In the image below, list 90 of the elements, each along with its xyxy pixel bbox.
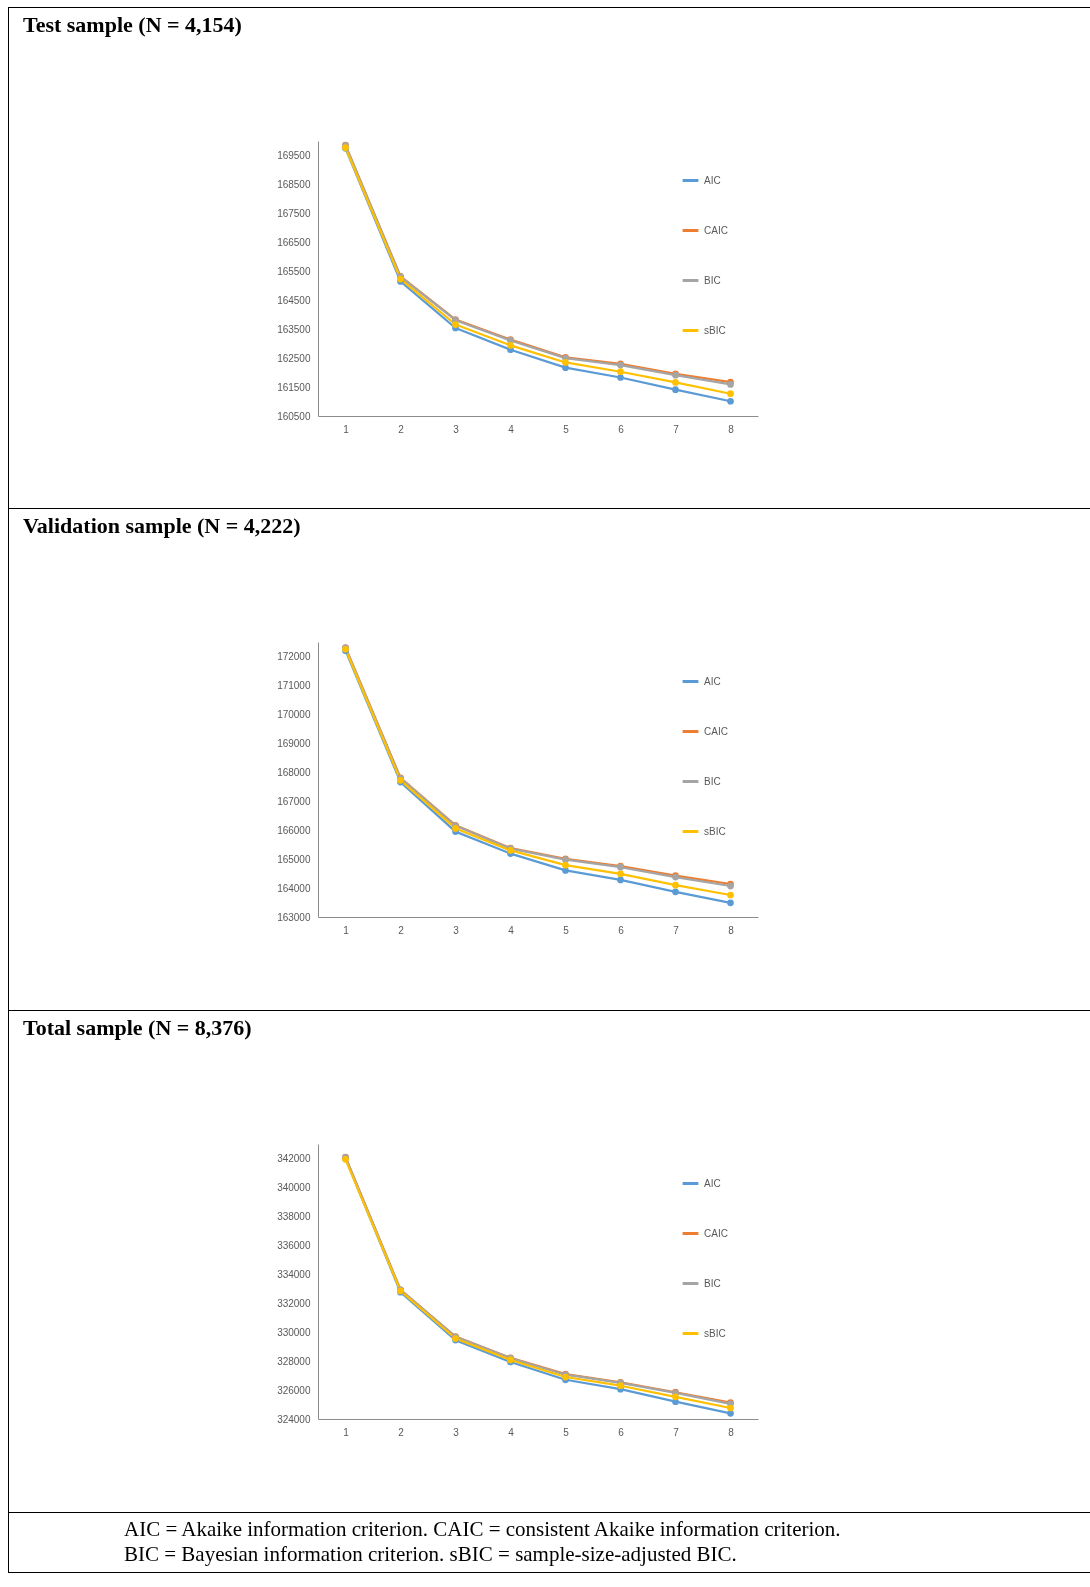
text: Test sample (N = 4,154) <box>23 12 242 38</box>
legend-label: sBIC <box>704 324 726 336</box>
point <box>727 1404 734 1412</box>
y-tick-label: 168500 <box>277 178 311 190</box>
point <box>507 342 514 349</box>
y-tick-label: 171000 <box>277 679 311 691</box>
point <box>727 1410 734 1417</box>
y-tick-label: 334000 <box>277 1268 311 1280</box>
x-tick-label: 5 <box>563 423 570 435</box>
point <box>727 397 734 405</box>
y-tick-label: 328000 <box>277 1355 311 1367</box>
legend-label: AIC <box>704 1177 721 1189</box>
x-tick-label: 2 <box>398 924 405 936</box>
x-tick-label: 7 <box>673 1426 680 1438</box>
legend-label: BIC <box>704 274 721 286</box>
x-tick-label: 2 <box>398 423 405 435</box>
y-tick-label: 163500 <box>277 323 311 335</box>
x-tick-label: 3 <box>453 423 460 435</box>
x-tick-label: 8 <box>728 1426 735 1438</box>
x-tick-label: 7 <box>673 924 680 936</box>
y-tick-label: 336000 <box>277 1239 311 1251</box>
y-tick-label: 326000 <box>277 1384 311 1396</box>
x-tick-label: 4 <box>508 924 515 936</box>
point <box>672 881 679 889</box>
y-tick-label: 342000 <box>277 1152 311 1164</box>
x-tick-label: 6 <box>618 1426 625 1438</box>
y-tick-label: 166000 <box>277 824 311 836</box>
legend-label: AIC <box>704 174 721 186</box>
point <box>617 374 624 381</box>
x-tick-label: 5 <box>563 924 570 936</box>
y-tick-label: 172000 <box>277 650 311 662</box>
legend-label: CAIC <box>704 1227 728 1239</box>
x-tick-label: 1 <box>343 924 350 936</box>
x-tick-label: 1 <box>343 423 350 435</box>
point <box>727 899 734 907</box>
legend-label: BIC <box>704 1277 721 1289</box>
y-tick-label: 166500 <box>277 236 311 248</box>
point <box>672 1393 679 1401</box>
x-tick-label: 8 <box>728 924 735 936</box>
point <box>562 861 569 869</box>
x-tick-label: 6 <box>618 924 625 936</box>
y-tick-label: 167000 <box>277 795 311 807</box>
x-tick-label: 4 <box>508 1426 515 1438</box>
legend-label: CAIC <box>704 725 728 737</box>
x-tick-label: 7 <box>673 423 680 435</box>
x-tick-label: 3 <box>453 1426 460 1438</box>
y-tick-label: 330000 <box>277 1326 311 1338</box>
y-tick-label: 169000 <box>277 737 311 749</box>
point <box>617 870 624 878</box>
y-tick-label: 332000 <box>277 1297 311 1309</box>
y-tick-label: 164500 <box>277 294 311 306</box>
x-tick-label: 3 <box>453 924 460 936</box>
x-tick-label: 2 <box>398 1426 405 1438</box>
point <box>452 321 459 328</box>
x-tick-label: 4 <box>508 423 515 435</box>
y-tick-label: 170000 <box>277 708 311 720</box>
point <box>617 876 624 884</box>
point <box>617 368 624 376</box>
y-tick-label: 338000 <box>277 1210 311 1222</box>
point <box>672 379 679 386</box>
y-tick-label: 165500 <box>277 265 311 277</box>
legend-label: AIC <box>704 675 721 687</box>
y-tick-label: 161500 <box>277 381 311 393</box>
y-tick-label: 340000 <box>277 1181 311 1193</box>
legend-label: sBIC <box>704 1327 726 1339</box>
point <box>562 359 569 366</box>
x-tick-label: 6 <box>618 423 625 435</box>
legend-label: CAIC <box>704 224 728 236</box>
x-tick-label: 5 <box>563 1426 570 1438</box>
y-tick-label: 165000 <box>277 853 311 865</box>
y-tick-label: 164000 <box>277 882 311 894</box>
point <box>727 891 734 899</box>
y-tick-label: 160500 <box>277 410 311 422</box>
text: BIC = Bayesian information criterion. sBIC = sample-size-adjusted BIC. <box>124 1542 738 1567</box>
point <box>672 888 679 896</box>
y-tick-label: 168000 <box>277 766 311 778</box>
x-tick-label: 1 <box>343 1426 350 1438</box>
y-tick-label: 324000 <box>277 1413 311 1425</box>
legend-label: sBIC <box>704 825 726 837</box>
legend-label: BIC <box>704 775 721 787</box>
chart-title: Validation sample (N = 4,222) <box>23 513 301 539</box>
text: AIC = Akaike information criterion. CAIC = consistent Akaike information criterion. <box>124 1517 842 1542</box>
point <box>727 390 734 398</box>
x-tick-label: 8 <box>728 423 735 435</box>
y-tick-label: 163000 <box>277 911 311 923</box>
point <box>672 386 679 394</box>
y-tick-label: 169500 <box>277 149 311 161</box>
y-tick-label: 162500 <box>277 352 311 364</box>
y-tick-label: 167500 <box>277 207 311 219</box>
text: Total sample (N = 8,376) <box>23 1015 252 1041</box>
